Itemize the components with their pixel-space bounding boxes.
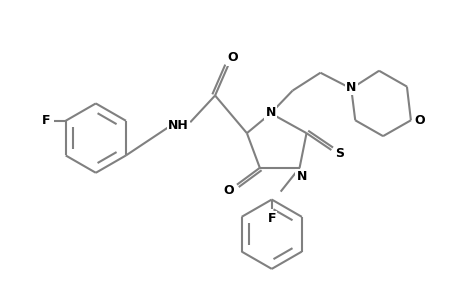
Text: O: O: [414, 114, 424, 127]
Text: N: N: [345, 81, 356, 94]
Text: O: O: [223, 184, 234, 197]
Text: F: F: [267, 212, 275, 225]
Text: F: F: [41, 114, 50, 127]
Text: O: O: [227, 51, 238, 64]
Text: N: N: [296, 170, 306, 183]
Text: NH: NH: [168, 119, 188, 132]
Text: N: N: [265, 106, 275, 119]
Text: S: S: [334, 148, 343, 160]
